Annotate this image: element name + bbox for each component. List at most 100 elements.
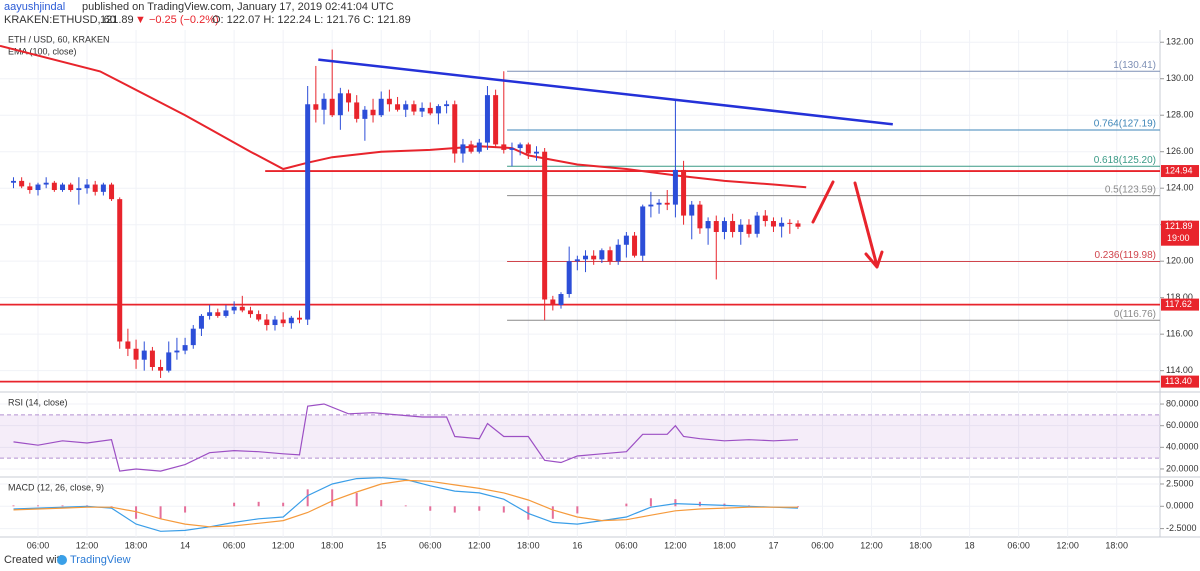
fib-label: 1(130.41) bbox=[1113, 60, 1156, 71]
pane-title: MACD (12, 26, close, 9) bbox=[8, 482, 104, 492]
candle-body bbox=[787, 222, 793, 224]
candle-body bbox=[525, 144, 531, 154]
histogram-bar bbox=[282, 502, 285, 507]
x-tick-label: 06:00 bbox=[27, 540, 50, 550]
x-tick-label: 12:00 bbox=[664, 540, 687, 550]
candle-body bbox=[117, 199, 123, 342]
candle-body bbox=[632, 235, 638, 256]
x-tick-label: 18:00 bbox=[125, 540, 148, 550]
candle-body bbox=[19, 180, 25, 187]
histogram-bar bbox=[159, 506, 162, 519]
candle-body bbox=[640, 206, 646, 256]
y-tick-label: 130.00 bbox=[1166, 73, 1194, 83]
candle-body bbox=[664, 202, 670, 205]
candle-body bbox=[615, 244, 621, 262]
y-tick-label: -2.5000 bbox=[1166, 523, 1197, 533]
y-tick-label: 60.0000 bbox=[1166, 420, 1199, 430]
x-tick-label: 18:00 bbox=[1105, 540, 1128, 550]
x-tick-label: 18:00 bbox=[321, 540, 344, 550]
candle-body bbox=[321, 98, 327, 110]
candle-body bbox=[533, 151, 539, 154]
y-tick-label: 40.0000 bbox=[1166, 442, 1199, 452]
x-tick-label: 06:00 bbox=[615, 540, 638, 550]
histogram-bar bbox=[625, 503, 628, 507]
candle-body bbox=[109, 184, 115, 200]
x-tick-label: 18:00 bbox=[713, 540, 736, 550]
y-tick-label: 118.00 bbox=[1166, 292, 1193, 302]
y-tick-label: 132.00 bbox=[1166, 37, 1194, 47]
histogram-bar bbox=[453, 506, 456, 513]
x-tick-label: 12:00 bbox=[468, 540, 491, 550]
y-tick-label: 120.00 bbox=[1166, 256, 1194, 266]
rsi-line bbox=[13, 403, 799, 472]
x-tick-label: 12:00 bbox=[1056, 540, 1079, 550]
candle-body bbox=[378, 98, 384, 116]
change: ▼ −0.25 (−0.2%) bbox=[135, 14, 219, 26]
last-price-badge bbox=[1161, 220, 1199, 246]
y-tick-label: 2.5000 bbox=[1166, 478, 1194, 488]
histogram-bar bbox=[576, 506, 579, 514]
candle-body bbox=[721, 221, 727, 232]
x-tick-label: 12:00 bbox=[272, 540, 295, 550]
histogram-bar bbox=[674, 499, 677, 507]
candle-body bbox=[599, 250, 605, 260]
candle-body bbox=[288, 317, 294, 324]
x-tick-label: 12:00 bbox=[860, 540, 883, 550]
candle-body bbox=[92, 184, 98, 192]
candle-body bbox=[738, 224, 744, 232]
annotation-arrow bbox=[853, 181, 884, 269]
y-tick-label: 80.0000 bbox=[1166, 398, 1199, 408]
x-tick-label: 06:00 bbox=[419, 540, 442, 550]
histogram-bar bbox=[135, 506, 138, 519]
x-tick-label: 18 bbox=[965, 540, 975, 550]
y-tick-label: 0.0000 bbox=[1166, 501, 1194, 511]
candle-body bbox=[60, 184, 66, 191]
plot: 06:00 12:00 18:00 14 06:00 12:00 18:00 15 06:00 1… bbox=[0, 30, 1199, 550]
candle-body bbox=[84, 184, 90, 189]
histogram-bar bbox=[502, 506, 505, 513]
candle-body bbox=[452, 104, 458, 154]
fib-label: 0.236(119.98) bbox=[1094, 250, 1156, 261]
candle-body bbox=[681, 169, 687, 216]
candle-body bbox=[689, 204, 695, 216]
candle-body bbox=[648, 204, 654, 207]
candle-body bbox=[223, 310, 229, 316]
histogram-bar bbox=[306, 489, 309, 507]
rsi-band bbox=[0, 414, 1160, 459]
x-tick-label: 15 bbox=[376, 540, 386, 550]
candle-body bbox=[779, 222, 785, 227]
price-badge bbox=[1161, 298, 1199, 311]
x-tick-label: 16 bbox=[572, 540, 582, 550]
price-badge-label: 124.94 bbox=[1165, 165, 1193, 175]
indicator-title: EMA (100, close) bbox=[8, 46, 77, 56]
histogram-bar bbox=[478, 506, 481, 511]
x-tick-label: 12:00 bbox=[76, 540, 99, 550]
pane-title: ETH / USD, 60, KRAKEN bbox=[8, 34, 110, 44]
candle-body bbox=[386, 98, 392, 105]
candle-body bbox=[141, 350, 147, 360]
candle-body bbox=[574, 259, 580, 262]
candle-body bbox=[542, 151, 548, 300]
candle-body bbox=[770, 221, 776, 227]
fib-label: 0(116.76) bbox=[1114, 309, 1156, 320]
histogram-bar bbox=[233, 502, 236, 507]
trend-line bbox=[318, 58, 893, 126]
y-tick-label: 128.00 bbox=[1166, 110, 1194, 120]
candle-body bbox=[337, 93, 343, 116]
candle-body bbox=[697, 204, 703, 229]
x-tick-label: 17 bbox=[768, 540, 778, 550]
fib-label: 0.764(127.19) bbox=[1094, 119, 1156, 130]
candle-body bbox=[207, 312, 213, 316]
histogram-bar bbox=[331, 489, 334, 507]
x-tick-label: 06:00 bbox=[223, 540, 246, 550]
histogram-bar bbox=[12, 505, 15, 507]
candle-body bbox=[591, 255, 597, 260]
candle-body bbox=[272, 319, 278, 326]
y-tick-label: 116.00 bbox=[1166, 329, 1193, 339]
candle-body bbox=[256, 314, 262, 320]
candle-body bbox=[550, 299, 556, 305]
candle-body bbox=[762, 215, 768, 222]
candle-body bbox=[166, 352, 172, 371]
candle-body bbox=[501, 144, 507, 150]
